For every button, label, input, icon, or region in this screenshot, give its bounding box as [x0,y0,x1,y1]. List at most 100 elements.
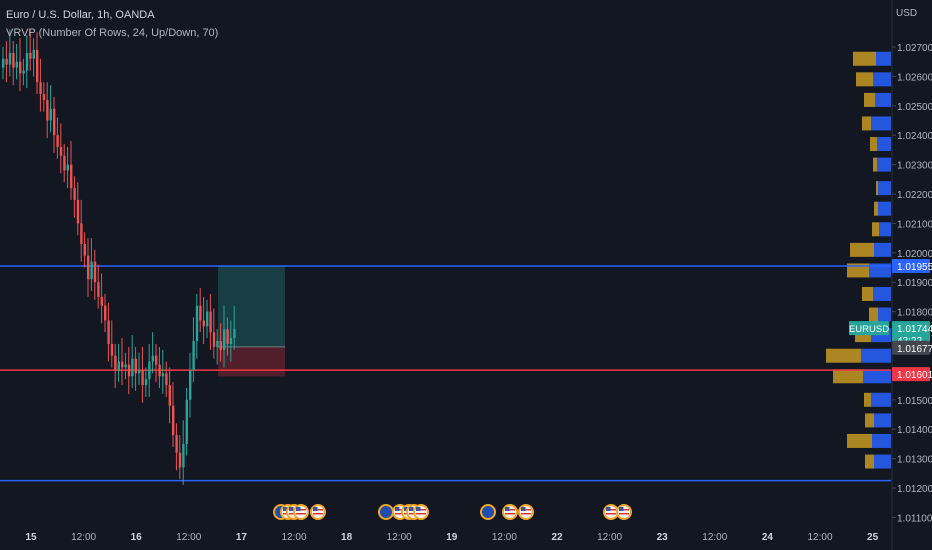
candlestick [19,38,22,92]
x-tick-label: 25 [867,532,879,543]
volume-profile-down-bar [870,137,877,152]
volume-profile-up-bar [874,454,891,469]
candlestick [219,323,222,362]
volume-profile-down-bar [865,454,874,469]
volume-profile-down-bar [872,222,879,237]
candlestick [233,305,236,350]
candle-body [97,282,100,297]
eu-event-icon[interactable] [378,504,394,520]
candle-body [100,296,103,306]
candle-body [29,52,32,59]
us-stripe [505,509,515,511]
candlestick [199,288,202,333]
candle-body [8,52,12,65]
candle-body [63,155,66,171]
volume-profile-up-bar [873,72,891,87]
candlestick [175,423,178,471]
candle-body [185,399,188,444]
candlestick [144,367,148,397]
candle-body [93,261,97,283]
candle-body [90,261,93,280]
y-tick-label: 1.02300 [897,161,932,172]
volume-profile-up-bar [876,51,891,66]
us-stripe [505,513,515,515]
x-tick-label: 23 [657,532,669,543]
us-event-icon[interactable] [293,504,309,520]
candlestick [189,352,192,418]
candlestick [80,199,83,262]
currency-label: USD [896,8,917,19]
candle-body [223,329,226,350]
candlestick [5,41,8,83]
candle-body [226,329,229,344]
us-stripe [313,513,323,515]
candlestick [36,32,39,95]
us-event-icon[interactable] [603,504,619,520]
economic-events [273,504,632,520]
candlestick [73,176,76,218]
candlestick [53,96,56,153]
y-tick-label: 1.02500 [897,102,932,113]
candlestick [70,141,73,200]
candle-body [206,311,209,327]
candle-body [5,58,8,65]
candle-body [161,373,165,377]
eu-event-icon[interactable] [480,504,496,520]
us-canton [283,507,288,511]
candlesticks [2,29,236,486]
chart-title[interactable]: Euro / U.S. Dollar, 1h, OANDA [6,9,155,21]
candle-body [124,364,127,368]
volume-profile-up-bar [872,433,891,448]
us-event-icon[interactable] [518,504,534,520]
volume-profile-down-bar [862,286,873,301]
candlestick [165,361,168,397]
volume-profile-up-bar [878,181,891,196]
us-stripe [395,509,405,511]
us-canton [521,507,526,511]
y-tick-label: 1.01200 [897,484,932,495]
candle-body [66,164,69,171]
volume-profile-up-bar [878,201,891,216]
indicator-legend[interactable]: VRVP (Number Of Rows, 24, Up/Down, 70) [6,27,219,39]
candlestick [172,382,175,447]
candle-body [107,320,110,344]
candlestick [148,343,151,397]
candlestick [168,367,171,424]
candle-body [219,341,222,350]
us-event-icon[interactable] [616,504,632,520]
volume-profile-down-bar [864,392,871,407]
current-price-label: 1.01744 [897,324,932,335]
target-zone [218,266,285,347]
candlestick [93,249,97,300]
time-axis: 15 12:00 16 12:00 17 12:00 18 12:00 19 12:00 22 12:… [25,532,878,543]
candle-body [2,58,5,68]
candlestick [29,29,32,71]
y-tick-label: 1.02700 [897,43,932,54]
us-canton [395,507,400,511]
candlestick [100,273,103,324]
volume-profile-down-bar [865,413,874,428]
candle-body [127,364,131,377]
us-event-icon[interactable] [413,504,429,520]
candle-body [178,452,182,468]
us-event-icon[interactable] [502,504,518,520]
volume-profile-up-bar [871,392,891,407]
candlestick [90,238,93,292]
us-canton [619,507,624,511]
volume-profile-down-bar [874,201,878,216]
candlestick [229,320,233,362]
us-event-icon[interactable] [310,504,326,520]
y-tick-label: 1.01800 [897,308,932,319]
candlestick [209,293,212,350]
y-tick-label: 1.01900 [897,278,932,289]
candle-body [19,61,22,74]
symbol-tag-label: EURUSD [849,324,889,335]
candlestick [223,305,226,368]
candlestick [114,343,117,389]
volume-profile-down-bar [856,72,873,87]
us-stripe [296,513,306,515]
candle-body [131,358,134,377]
y-tick-label: 1.02600 [897,72,932,83]
